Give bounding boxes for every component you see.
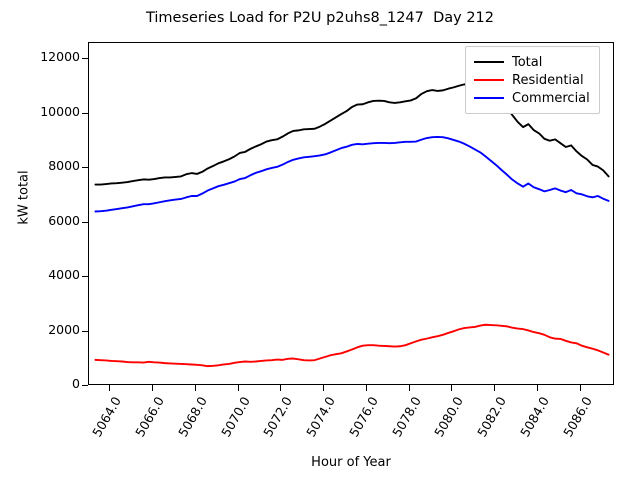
x-axis-tick-mark	[323, 385, 325, 391]
x-axis-tick-mark	[109, 385, 111, 391]
x-axis-tick-label: 5082.0	[474, 394, 510, 440]
legend-item-total[interactable]: Total	[474, 53, 590, 71]
y-axis-tick-label: 2000	[48, 321, 80, 337]
x-axis-tick-label: 5068.0	[175, 394, 210, 440]
legend-swatch-commercial-icon	[474, 97, 504, 99]
x-axis-tick-mark	[152, 385, 154, 391]
legend-label: Residential	[512, 72, 584, 88]
x-axis-label: Hour of Year	[311, 455, 391, 470]
x-axis-tick-mark	[451, 385, 453, 391]
y-axis-tick-label: 4000	[48, 267, 80, 283]
y-axis-tick-mark	[81, 112, 88, 114]
y-axis-tick-mark	[81, 221, 88, 223]
legend-swatch-residential-icon	[474, 79, 504, 81]
y-axis-tick-label: 12000	[40, 49, 80, 65]
x-axis-tick-mark	[494, 385, 496, 391]
x-axis-tick-label: 5084.0	[517, 394, 553, 440]
y-axis-label: kW total	[16, 170, 32, 225]
y-axis-tick-label: 8000	[48, 158, 80, 174]
x-axis-tick-mark	[579, 385, 581, 391]
x-axis-tick-label: 5066.0	[132, 394, 168, 440]
chart-legend: Total Residential Commercial	[465, 46, 600, 114]
legend-label: Commercial	[512, 90, 590, 106]
y-axis-tick-labels: 0 2000 4000 6000 8000 10000 12000	[0, 0, 80, 480]
legend-item-residential[interactable]: Residential	[474, 71, 590, 89]
x-axis-tick-mark	[408, 385, 410, 391]
series-lines	[94, 83, 610, 368]
legend-item-commercial[interactable]: Commercial	[474, 89, 590, 107]
series-line-total	[94, 83, 610, 186]
x-axis-tick-label: 5078.0	[388, 394, 424, 440]
x-axis-tick-label: 5072.0	[260, 394, 296, 440]
y-axis-tick-mark	[81, 58, 88, 60]
y-axis-tick-label: 6000	[48, 212, 80, 228]
x-axis-tick-label: 5080.0	[431, 394, 467, 440]
x-axis-tick-label: 5074.0	[303, 394, 339, 440]
x-axis-tick-label: 5070.0	[217, 394, 253, 440]
x-axis-tick-label: 5076.0	[346, 394, 381, 440]
y-axis-tick-label: 0	[72, 376, 80, 391]
chart-title: Timeseries Load for P2U p2uhs8_1247 Day …	[145, 10, 495, 26]
x-axis-tick-mark	[537, 385, 539, 391]
y-axis-tick-mark	[81, 276, 88, 278]
x-axis-tick-mark	[365, 385, 367, 391]
y-axis-tick-mark	[81, 330, 88, 332]
x-axis-tick-label: 5086.0	[559, 394, 595, 440]
x-axis-tick-mark	[194, 385, 196, 391]
x-axis-tick-mark	[237, 385, 239, 391]
legend-label: Total	[512, 54, 543, 70]
x-axis-tick-mark	[280, 385, 282, 391]
y-axis-tick-mark	[81, 167, 88, 169]
y-axis-tick-label: 10000	[40, 103, 80, 119]
series-line-commercial	[94, 135, 610, 213]
y-axis-tick-mark	[81, 385, 88, 386]
series-line-residential	[94, 323, 610, 368]
legend-swatch-total-icon	[474, 61, 504, 63]
x-axis-tick-label: 5064.0	[89, 394, 125, 440]
